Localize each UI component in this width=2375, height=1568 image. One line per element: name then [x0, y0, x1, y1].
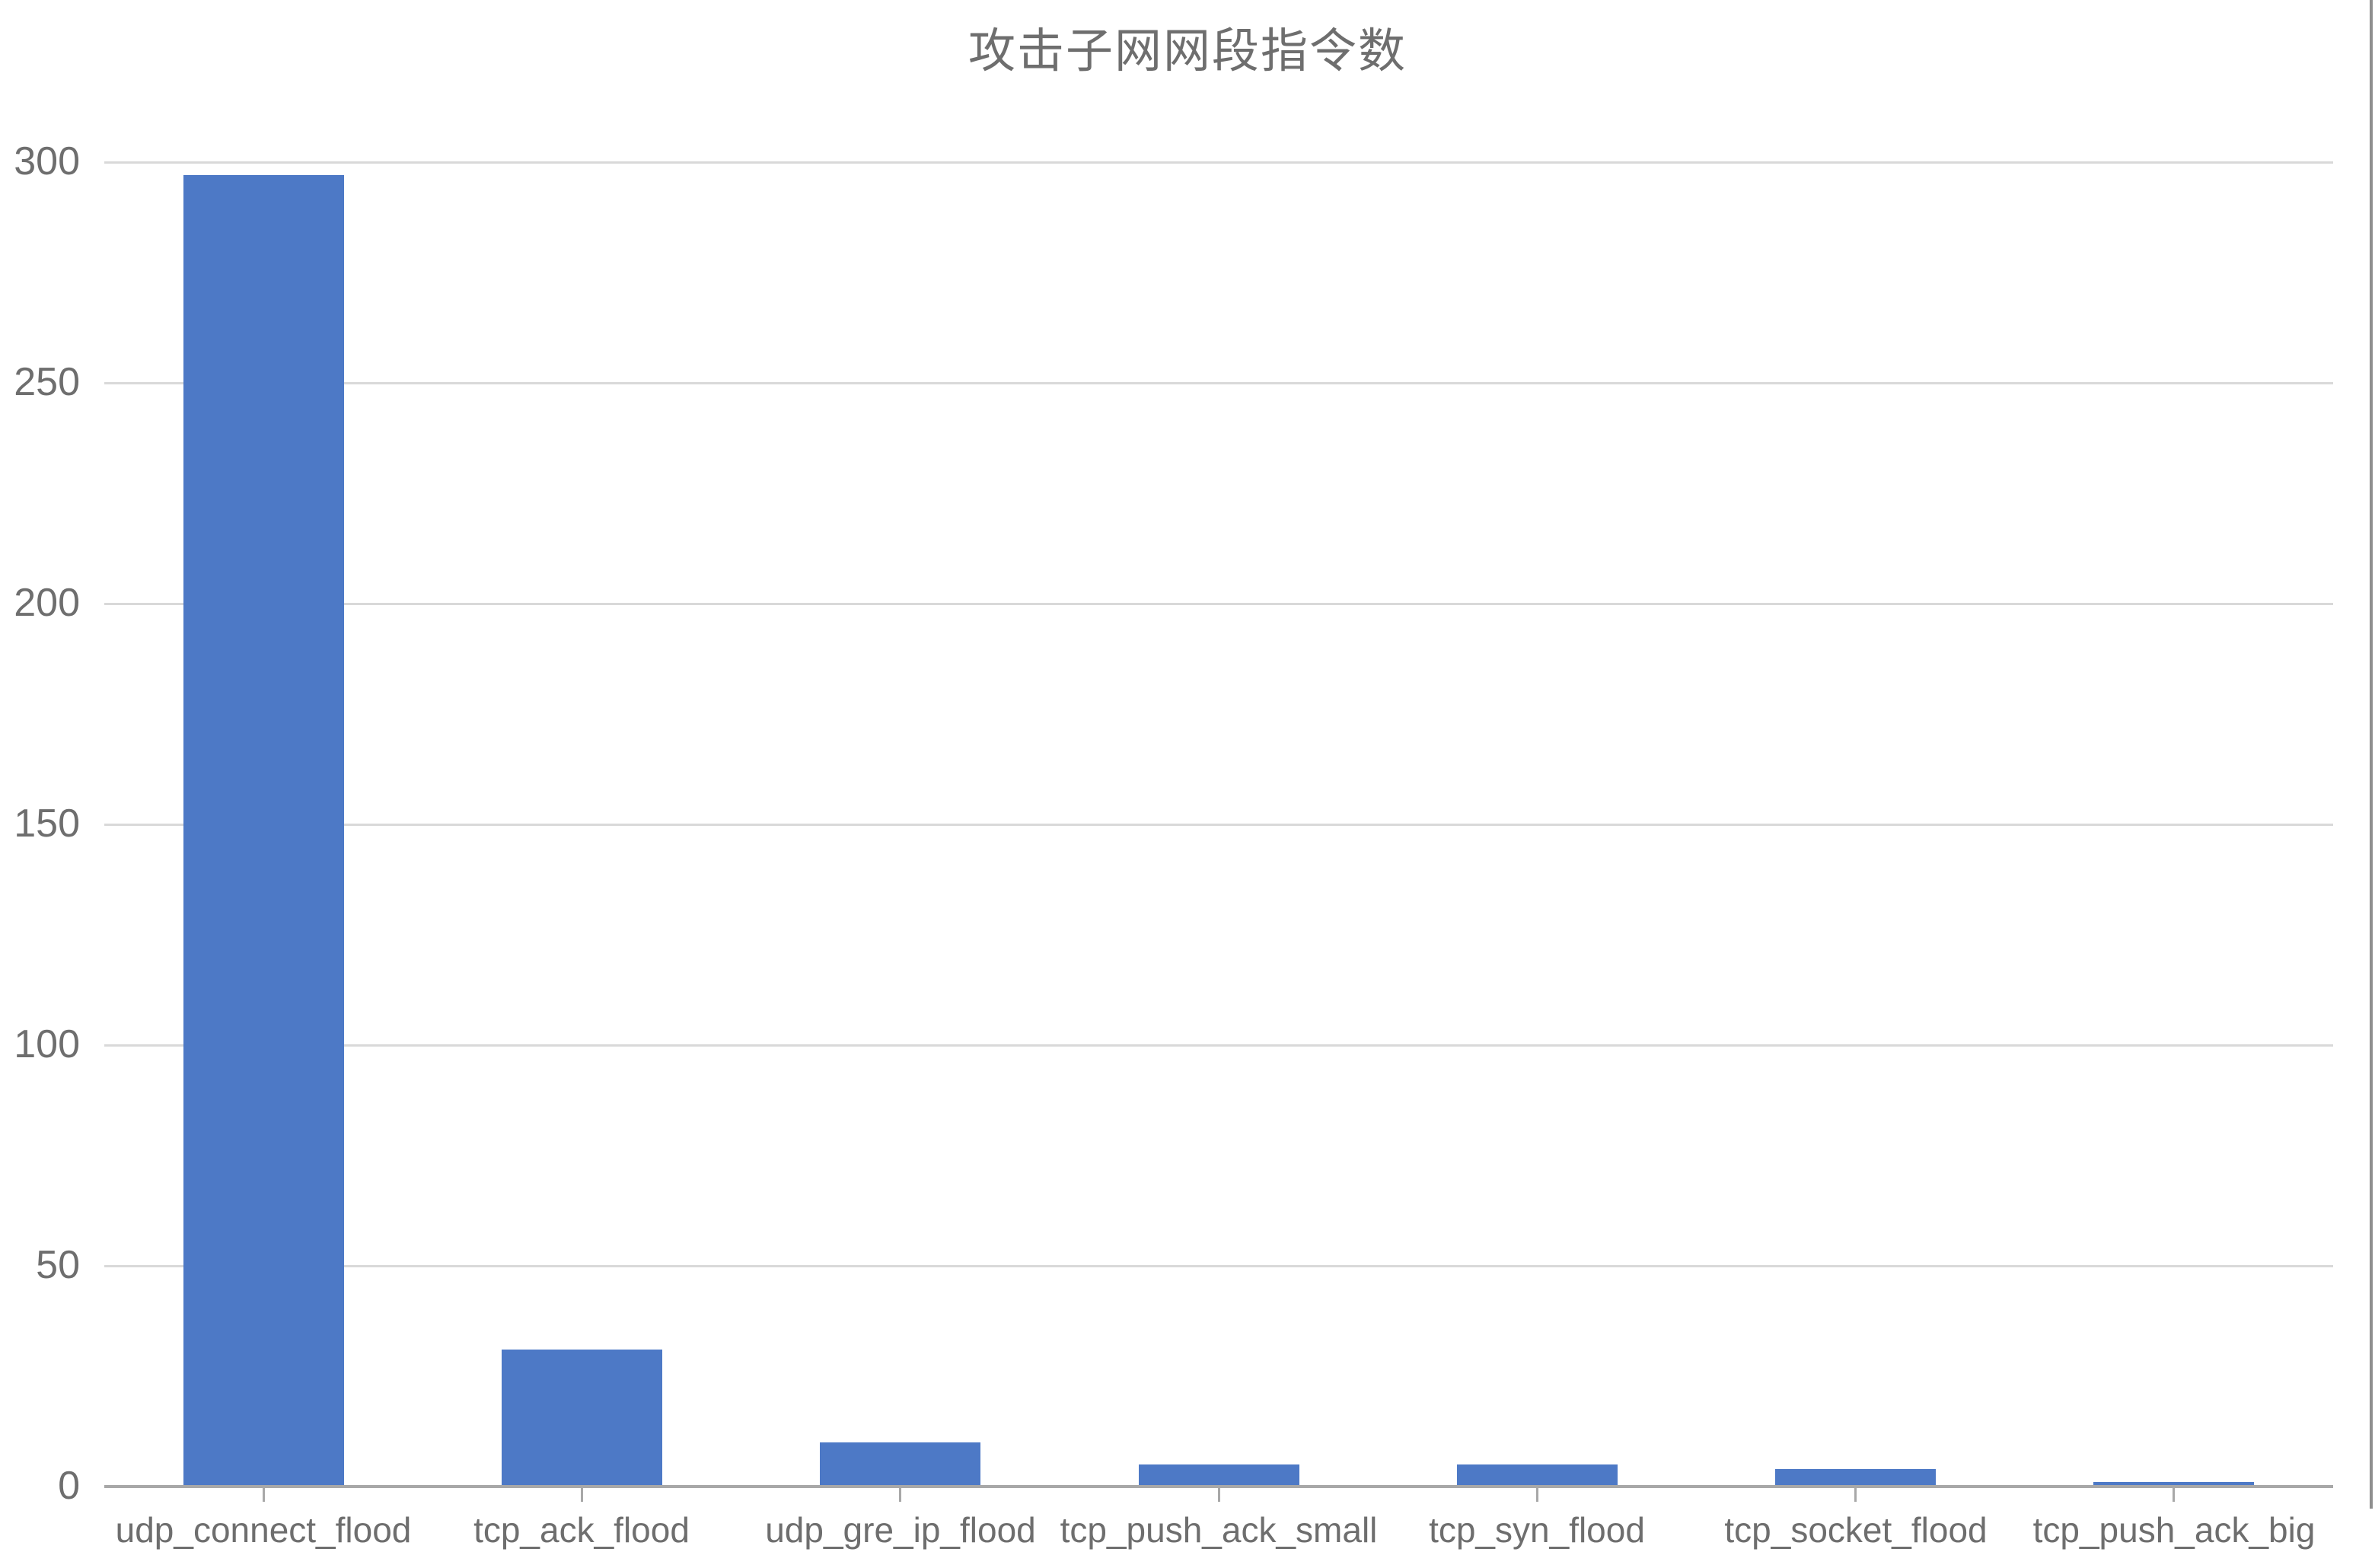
x-axis-tick-mark [1218, 1487, 1220, 1502]
x-axis-tick-mark [2173, 1487, 2175, 1502]
x-axis-tick-label: udp_gre_ip_flood [765, 1510, 1036, 1550]
x-axis-tick-label: udp_connect_flood [115, 1510, 412, 1550]
bar-tcp_socket_flood [1775, 1469, 1936, 1487]
gridline [104, 1265, 2333, 1267]
bar-tcp_push_ack_big [2093, 1482, 2254, 1487]
bar-udp_connect_flood [183, 175, 344, 1487]
y-axis-tick-label: 200 [14, 580, 80, 625]
gridline [104, 382, 2333, 384]
window-edge-divider [2370, 0, 2373, 1509]
gridline [104, 603, 2333, 605]
y-axis-tick-label: 150 [14, 801, 80, 846]
bar-tcp_push_ack_small [1139, 1464, 1299, 1487]
x-axis-tick-mark [581, 1487, 583, 1502]
y-axis-tick-label: 0 [58, 1463, 80, 1508]
y-axis-tick-label: 250 [14, 359, 80, 404]
x-axis-tick-label: tcp_socket_flood [1724, 1510, 1988, 1550]
gridline [104, 824, 2333, 826]
y-axis-tick-label: 300 [14, 139, 80, 183]
gridline [104, 1044, 2333, 1047]
x-axis-tick-mark [263, 1487, 265, 1502]
chart-title: 攻击子网网段指令数 [968, 25, 1407, 78]
y-axis-tick-label: 50 [36, 1242, 80, 1287]
x-axis-tick-label: tcp_ack_flood [473, 1510, 690, 1550]
x-axis-tick-mark [899, 1487, 901, 1502]
x-axis-tick-label: tcp_push_ack_big [2032, 1510, 2316, 1550]
y-axis-tick-label: 100 [14, 1021, 80, 1066]
x-axis-tick-mark [1536, 1487, 1538, 1502]
x-axis-tick-label: tcp_syn_flood [1429, 1510, 1645, 1550]
gridline [104, 161, 2333, 164]
x-axis-tick-label: tcp_push_ack_small [1060, 1510, 1378, 1550]
bar-udp_gre_ip_flood [820, 1442, 980, 1487]
bar-tcp_ack_flood [502, 1350, 662, 1487]
bar-tcp_syn_flood [1457, 1464, 1618, 1487]
x-axis-tick-mark [1854, 1487, 1857, 1502]
